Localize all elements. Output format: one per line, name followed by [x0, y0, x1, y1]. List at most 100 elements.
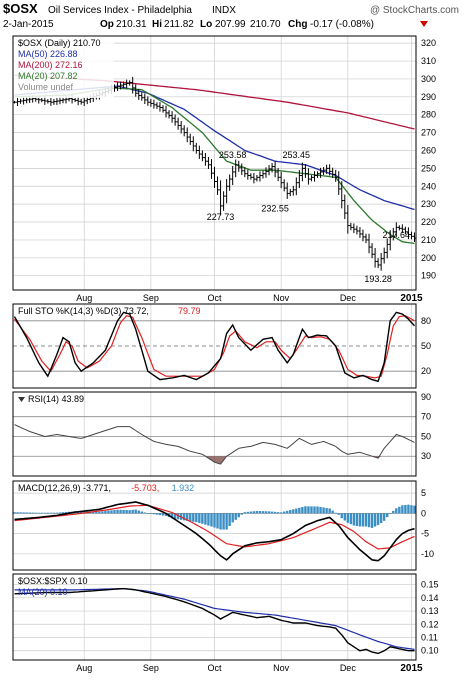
macd-histogram-bar: [304, 506, 307, 514]
macd-histogram-bar: [46, 512, 50, 514]
header: $OSX Oil Services Index - Philadelphia I…: [3, 1, 459, 30]
macd-histogram-bar: [404, 504, 407, 514]
macd-histogram-bar: [234, 513, 237, 520]
macd-histogram-bar: [201, 513, 204, 524]
macd-y-tick-label: 5: [421, 488, 426, 498]
macd-histogram-bar: [349, 513, 353, 525]
change-value: -0.17 (-0.08%): [310, 19, 374, 30]
macd-histogram-bar: [146, 513, 150, 514]
x-axis-label: Sep: [143, 663, 159, 673]
price-panel-frame: [12, 35, 417, 291]
macd-histogram-bar: [292, 509, 295, 514]
macd-histogram-bar: [231, 513, 234, 523]
macd-histogram-bar: [119, 509, 122, 514]
macd-histogram-bar: [249, 511, 253, 514]
macd-histogram-bar: [395, 508, 398, 514]
stochastic-k-line: [13, 311, 416, 383]
macd-histogram-bar: [334, 512, 337, 514]
ratio-y-tick-label: 0.14: [421, 593, 439, 603]
macd-histogram-bar: [195, 513, 198, 523]
rsi-panel-frame: [12, 391, 417, 477]
macd-histogram-bar: [43, 512, 47, 514]
macd-histogram-bar: [279, 512, 283, 514]
price-panel: 190 200 210 220 230 240 250 260 270 280 290 300 310 3…: [12, 35, 436, 304]
change-label: Chg: [288, 19, 307, 30]
x-axis-label: Aug: [76, 293, 92, 303]
legend-entry: MA(20) 0.10: [18, 587, 68, 597]
macd-histogram-bar: [240, 513, 243, 515]
macd-panel: -10 -5 0 5 MACD(12,26,9) -3.771, -5.703, 1.932: [12, 480, 434, 571]
macd-histogram-bar: [382, 513, 386, 521]
price-y-tick-label: 210: [421, 235, 436, 245]
macd-histogram-bar: [131, 509, 134, 514]
macd-histogram-bar: [49, 512, 53, 514]
stochastic-panel-frame: [12, 303, 417, 389]
price-y-tick-label: 190: [421, 271, 436, 281]
macd-histogram-bar: [25, 512, 28, 514]
stochastic-y-tick-label: 80: [421, 316, 431, 326]
price-y-tick-label: 270: [421, 128, 436, 138]
macd-histogram-bar: [367, 513, 371, 528]
macd-histogram-bar: [176, 513, 180, 520]
macd-line: [14, 501, 415, 562]
macd-histogram-bar: [37, 512, 40, 514]
macd-histogram-bar: [355, 513, 359, 527]
macd-histogram-bar: [370, 513, 374, 528]
macd-histogram-bar: [92, 511, 95, 514]
macd-histogram-bar: [346, 513, 350, 523]
macd-histogram-bar: [189, 513, 192, 522]
macd-histogram-bar: [243, 512, 247, 514]
macd-histogram-bar: [13, 512, 16, 514]
macd-histogram-bar: [140, 511, 143, 514]
macd-histogram-bar: [401, 505, 404, 514]
macd-histogram-bar: [340, 513, 343, 519]
legend-entry: Volume undef: [18, 82, 74, 92]
price-annotation: 253.58: [219, 150, 247, 160]
macd-histogram-bar: [95, 511, 98, 514]
macd-histogram-bar: [182, 513, 186, 521]
macd-histogram-bar: [107, 510, 110, 514]
macd-histogram-bar: [198, 513, 201, 523]
macd-histogram-bar: [225, 513, 228, 530]
macd-histogram-bar: [110, 510, 113, 514]
macd-histogram-bar: [307, 506, 310, 514]
macd-histogram-bar: [52, 512, 56, 514]
macd-histogram-bar: [192, 513, 195, 522]
x-axis-label: 2015: [400, 663, 423, 674]
rsi-panel: 30 50 70 90 RSI(14) 43.89: [12, 391, 431, 477]
exchange-label: INDX: [212, 5, 236, 16]
index-name: Oil Services Index - Philadelphia: [48, 5, 192, 16]
macd-histogram-bar: [313, 506, 316, 514]
ratio-y-tick-label: 0.15: [421, 580, 439, 590]
macd-histogram-bar: [295, 508, 298, 514]
open-value: 210.31: [116, 19, 147, 30]
price-y-tick-label: 310: [421, 56, 436, 66]
x-axis-label: Oct: [207, 663, 222, 673]
ratio-y-tick-label: 0.13: [421, 606, 439, 616]
macd-panel-frame: [12, 480, 417, 571]
macd-histogram-bar: [386, 513, 389, 518]
macd-histogram-bar: [19, 512, 22, 514]
open-label: Op: [100, 19, 114, 30]
macd-histogram-bar: [216, 513, 219, 529]
macd-histogram-bar: [122, 509, 125, 514]
macd-histogram-bar: [237, 513, 240, 518]
x-axis-label: Nov: [273, 293, 290, 303]
macd-y-tick-label: -5: [421, 529, 429, 539]
stochastic-y-tick-label: 20: [421, 366, 431, 376]
macd-histogram-bar: [270, 511, 274, 514]
macd-histogram-bar: [207, 513, 210, 526]
price-y-tick-label: 280: [421, 110, 436, 120]
macd-histogram-bar: [392, 510, 395, 514]
macd-histogram-bar: [58, 512, 62, 514]
x-axis-label: Nov: [273, 663, 290, 673]
macd-histogram-bar: [267, 511, 271, 514]
macd-histogram-bar: [61, 512, 65, 514]
legend-entry: RSI(14) 43.89: [28, 394, 84, 404]
macd-histogram-bar: [31, 512, 34, 514]
macd-histogram-bar: [116, 509, 119, 514]
legend-entry: Full STO %K(14,3) %D(3) 73.72,: [18, 306, 149, 316]
macd-histogram-bar: [407, 504, 410, 514]
x-axis-label: 2015: [400, 293, 423, 304]
macd-histogram-bar: [173, 513, 177, 519]
